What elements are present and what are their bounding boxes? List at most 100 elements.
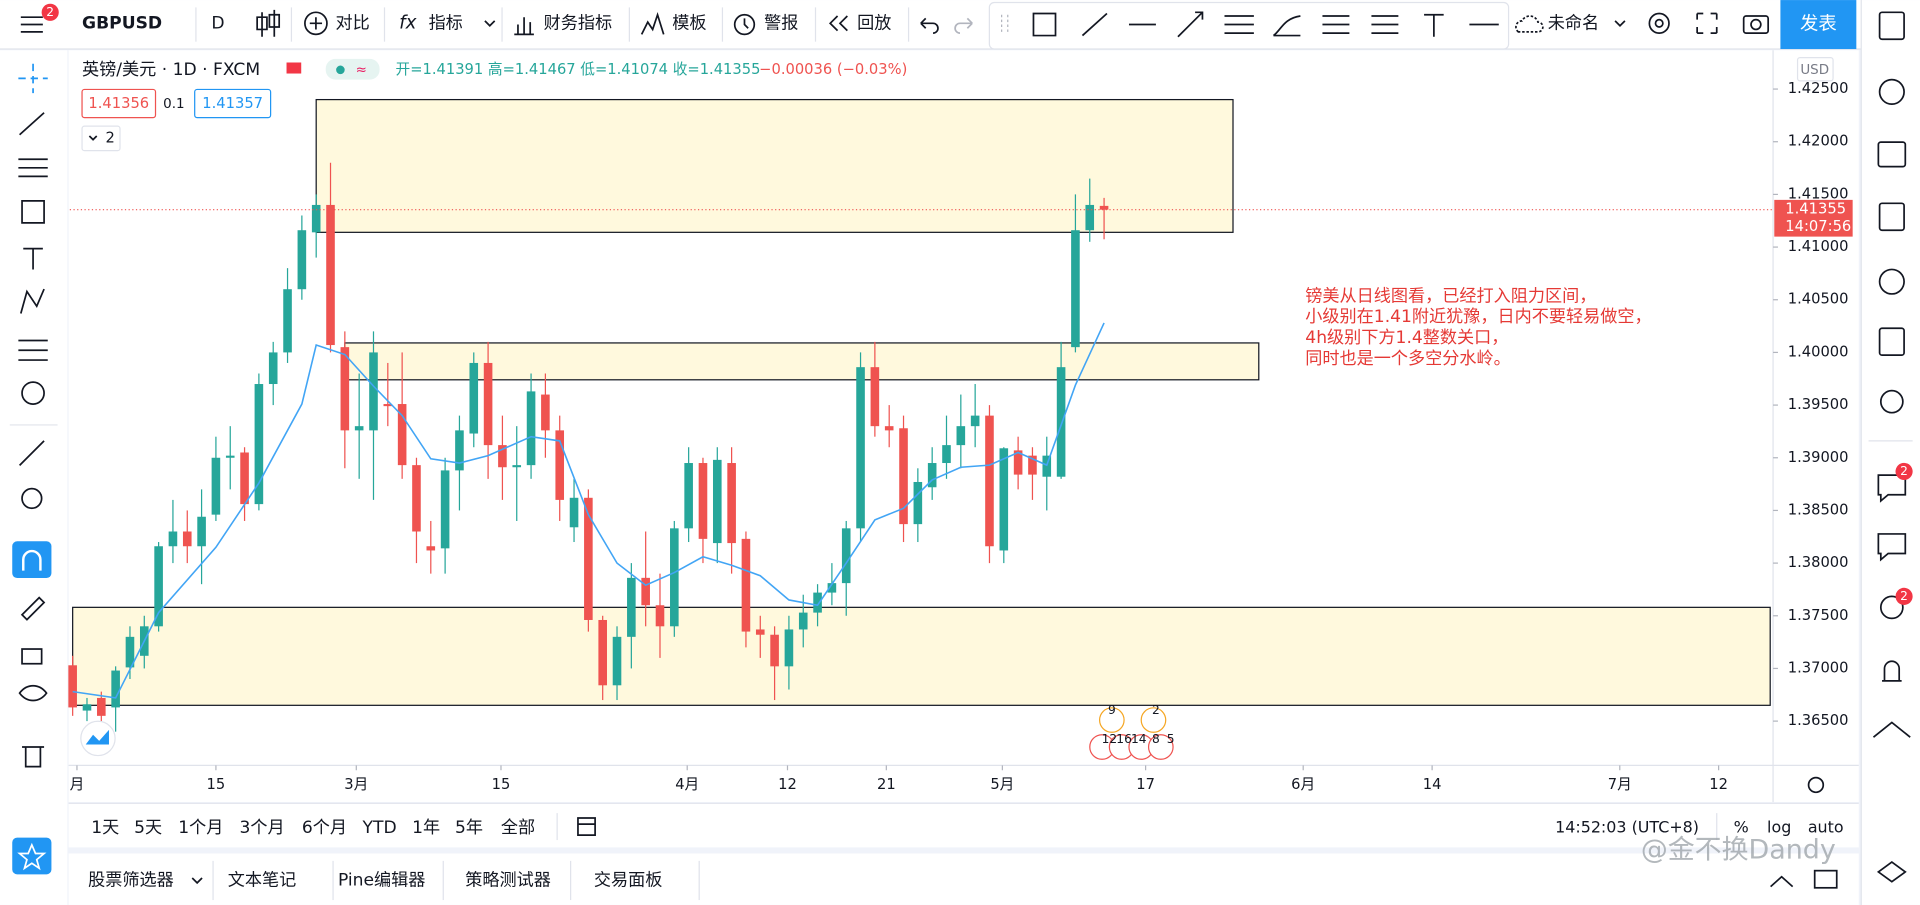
event-marker[interactable] (1140, 707, 1167, 733)
candle-body (1099, 205, 1109, 210)
calendar-button[interactable] (1878, 327, 1905, 357)
percent-toggle[interactable]: % (1734, 817, 1749, 836)
collapse-indicators[interactable] (81, 125, 121, 152)
x-tick-label: 12 (778, 776, 797, 793)
pattern-tool[interactable] (19, 288, 45, 314)
favorites-button[interactable] (12, 837, 52, 875)
channel-tool[interactable] (1224, 15, 1254, 34)
alerts-button[interactable]: 警报 (733, 13, 799, 36)
delete-tool[interactable] (22, 746, 45, 768)
ideas-button[interactable] (1879, 389, 1904, 414)
collapse-button[interactable] (1872, 721, 1911, 738)
zoom-tool[interactable] (21, 487, 43, 510)
candle-body (297, 230, 307, 290)
replay-button[interactable]: 回放 (828, 13, 891, 33)
candle-body (412, 465, 421, 532)
hotlist-button[interactable] (1878, 268, 1905, 295)
notifications-button[interactable] (1882, 660, 1902, 682)
brush-tool[interactable] (1272, 15, 1301, 37)
bid: 1.41356 (88, 95, 149, 112)
range-button[interactable]: 全部 (501, 818, 535, 838)
tab[interactable]: 股票筛选器 (88, 870, 174, 890)
publish-button[interactable]: 发表 (1780, 0, 1857, 50)
candle-body (483, 362, 493, 446)
axis-settings[interactable] (1807, 776, 1825, 794)
news-button[interactable] (1877, 141, 1907, 168)
event-marker[interactable] (1147, 734, 1174, 760)
range-button[interactable]: 1年 (412, 818, 440, 838)
tab[interactable]: 策略测试器 (465, 870, 551, 890)
compare-button[interactable]: 对比 (304, 11, 370, 36)
range-button[interactable]: 5年 (455, 818, 483, 838)
redo-button[interactable] (954, 17, 973, 34)
candle-body (684, 463, 693, 529)
ruler-tool[interactable] (18, 440, 45, 466)
alerts-button[interactable] (1878, 78, 1905, 105)
goto-date-button[interactable] (577, 817, 596, 837)
emoji-tool[interactable] (21, 381, 45, 405)
crosshair-tool[interactable] (18, 63, 48, 94)
undo-button[interactable] (920, 17, 939, 34)
lock-tool[interactable] (21, 648, 43, 665)
templates-button[interactable]: 模板 (640, 11, 707, 35)
fullscreen-button[interactable] (1696, 12, 1718, 34)
tab[interactable]: 交易面板 (594, 870, 662, 890)
panel-maximize[interactable] (1813, 869, 1838, 889)
lock-drawing-tool[interactable] (20, 596, 46, 621)
candle-body (182, 531, 192, 547)
range-button[interactable]: 6个月 (302, 818, 347, 838)
hide-tool[interactable] (18, 684, 48, 702)
prediction-tool[interactable] (18, 339, 48, 361)
arrow-tool[interactable] (1177, 11, 1204, 38)
menu-button[interactable]: 2 (20, 3, 59, 33)
tab[interactable]: 文本笔记 (228, 870, 297, 890)
shapes-tool[interactable] (21, 200, 45, 224)
candle-body (712, 459, 722, 544)
messages-button[interactable] (1877, 533, 1907, 562)
rectangle-tool[interactable] (1032, 12, 1057, 37)
candle-body (469, 362, 479, 434)
range-button[interactable]: 1个月 (178, 818, 223, 838)
text-tool[interactable] (1424, 13, 1444, 37)
indicators-button[interactable]: fx 指标 (399, 12, 496, 33)
symbol[interactable]: GBPUSD (82, 13, 162, 33)
range-button[interactable]: YTD (362, 818, 397, 838)
magnet-tool[interactable] (12, 541, 52, 579)
interval[interactable]: D (211, 13, 224, 33)
tab[interactable]: Pine编辑器 (338, 870, 425, 890)
panel-toggle[interactable] (1770, 875, 1794, 888)
text-tool[interactable] (23, 247, 43, 270)
candle-body (254, 384, 264, 505)
logo (80, 720, 116, 757)
candle-body (397, 404, 407, 466)
legend-symbol: 英镑/美元 · 1D · FXCM (82, 60, 260, 80)
settings-button[interactable] (1648, 12, 1670, 34)
data-window-button[interactable] (1878, 202, 1905, 232)
buy-box[interactable] (194, 88, 272, 119)
streams-button[interactable] (1879, 595, 1904, 620)
auto-toggle[interactable]: auto (1808, 817, 1844, 836)
layout-button[interactable]: 未命名 (1515, 13, 1626, 33)
label: 回放 (857, 13, 891, 33)
sell-box[interactable] (81, 88, 157, 119)
candle-body (784, 629, 794, 667)
financials-button[interactable]: 财务指标 (514, 13, 612, 36)
event-marker[interactable] (1098, 707, 1125, 733)
range-button[interactable]: 1天 (91, 818, 119, 838)
watchlist-button[interactable] (1878, 11, 1905, 41)
line-tool[interactable] (1081, 12, 1108, 37)
fib-tool[interactable] (18, 158, 48, 178)
chart-type-button[interactable] (256, 9, 281, 37)
badge-bg (1895, 462, 1913, 481)
range-button[interactable]: 5天 (134, 818, 162, 838)
trend-line-tool[interactable] (19, 112, 45, 136)
layers-button[interactable] (1876, 861, 1907, 883)
pattern-tool[interactable] (1371, 15, 1399, 34)
screenshot-button[interactable] (1742, 15, 1770, 34)
range-button[interactable]: 3个月 (239, 818, 284, 838)
candle-body (455, 430, 464, 471)
fib-tool[interactable] (1322, 15, 1350, 34)
log-toggle[interactable]: log (1767, 817, 1791, 836)
currency-box[interactable] (1796, 56, 1834, 82)
